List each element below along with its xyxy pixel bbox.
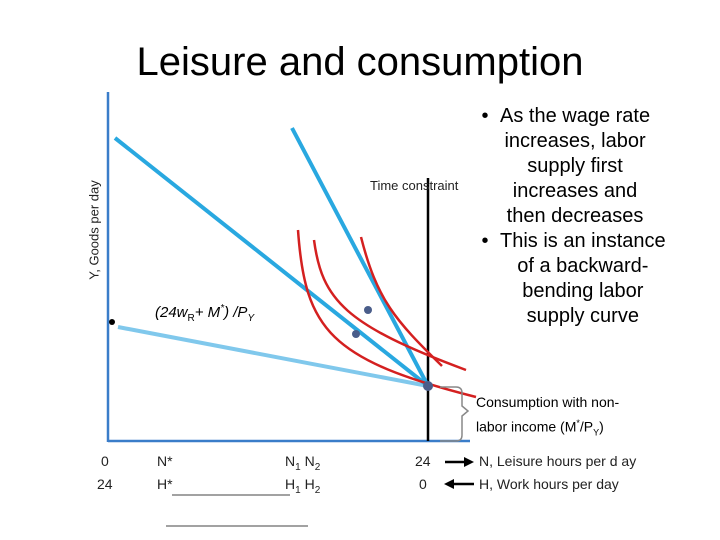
bullet-2-line: of a backward- [517, 255, 649, 277]
tick-h-zero: 0 [419, 476, 427, 492]
tick-n-zero: 0 [101, 453, 109, 469]
tick-n1-n2: N1 N2 [285, 453, 321, 473]
budget-intercept-label: (24wR+ M*) /PY [155, 303, 255, 324]
point-optimum-2 [364, 306, 372, 314]
budget-line-steep [290, 127, 430, 387]
bullet-list: • As the wage rate increases, labor supp… [470, 104, 666, 329]
indifference-curve-1 [296, 229, 477, 399]
arrow-work-head [444, 479, 454, 489]
budget-line-low [117, 325, 429, 388]
point-endowment [423, 381, 433, 391]
tick-h-24: 24 [97, 476, 113, 492]
point-intercept [109, 319, 115, 325]
bullet-2-line: This is an instance [500, 230, 666, 252]
bullet-marker: • [481, 105, 489, 127]
bullet-marker: • [481, 230, 489, 252]
bullet-2-line: supply curve [526, 305, 639, 327]
tick-h1-h2: H1 H2 [285, 476, 321, 496]
bullet-1-line: increases, labor [504, 130, 646, 152]
bullet-2: • This is an instance of a backward- ben… [470, 229, 666, 329]
arrow-leisure-head [464, 457, 474, 467]
point-optimum-1 [352, 330, 360, 338]
tick-n-24: 24 [415, 453, 431, 469]
tick-n-star: N* [157, 453, 173, 469]
bullet-1-line: then decreases [506, 205, 644, 227]
bullet-1-line: increases and [512, 180, 638, 202]
work-hours-label: H, Work hours per day [479, 476, 619, 492]
indifference-curve-2 [312, 239, 467, 372]
tick-h-star: H* [157, 476, 173, 492]
budget-line-high [113, 136, 430, 388]
leisure-hours-label: N, Leisure hours per d ay [479, 453, 637, 469]
indifference-curve-3 [359, 236, 443, 367]
slide-title: Leisure and consumption [136, 40, 584, 84]
bullet-1-line: As the wage rate [500, 105, 651, 127]
bullet-2-line: bending labor [522, 280, 644, 302]
time-constraint-label: Time constraint [370, 178, 459, 193]
nonlabor-income-label: Consumption with non- labor income (M*/P… [476, 394, 620, 438]
bullet-1-line: supply first [527, 155, 623, 177]
bullet-1: • As the wage rate increases, labor supp… [470, 104, 666, 229]
nonlabor-brace [440, 386, 470, 442]
